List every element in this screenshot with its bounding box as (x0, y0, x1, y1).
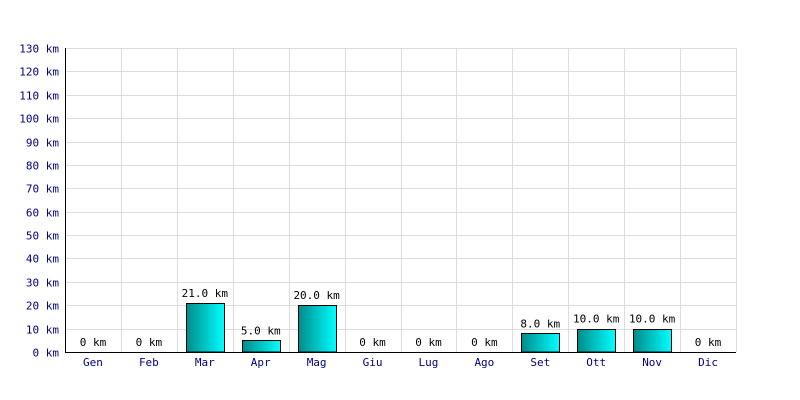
y-tick-label: 110 km (19, 90, 59, 103)
x-tick-label: Nov (642, 356, 662, 369)
data-label: 8.0 km (520, 317, 560, 330)
grid (65, 48, 737, 352)
bar-nov (633, 329, 672, 353)
data-label: 20.0 km (293, 289, 340, 302)
y-tick-label: 60 km (26, 207, 59, 220)
data-label: 0 km (415, 336, 442, 349)
bar-mag (298, 305, 337, 353)
data-label: 5.0 km (241, 324, 281, 337)
data-label: 0 km (359, 336, 386, 349)
x-tick-label: Ago (474, 356, 494, 369)
data-label: 21.0 km (182, 287, 229, 300)
y-tick-label: 120 km (19, 66, 59, 79)
data-label: 0 km (136, 336, 163, 349)
y-tick-label: 0 km (33, 347, 60, 360)
bar-set (521, 333, 560, 353)
y-tick-label: 10 km (26, 324, 59, 337)
y-tick-label: 50 km (26, 230, 59, 243)
x-tick-label: Gen (83, 356, 103, 369)
y-tick-label: 30 km (26, 277, 59, 290)
axes (65, 48, 736, 353)
bar-apr (242, 340, 281, 353)
x-tick-label: Ott (586, 356, 606, 369)
y-tick-label: 100 km (19, 113, 59, 126)
data-label: 10.0 km (573, 313, 620, 326)
labels: 0 km 10 km 20 km 30 km 40 km 50 km 60 km 70 km 8… (19, 43, 721, 370)
bars (186, 303, 672, 353)
bar-mar (186, 303, 225, 353)
y-tick-label: 90 km (26, 137, 59, 150)
x-tick-label: Lug (419, 356, 439, 369)
x-tick-label: Mar (195, 356, 215, 369)
x-tick-label: Giu (363, 356, 383, 369)
x-tick-label: Set (530, 356, 550, 369)
x-tick-label: Feb (139, 356, 159, 369)
data-label: 0 km (80, 336, 107, 349)
x-tick-label: Apr (251, 356, 271, 369)
x-tick-label: Dic (698, 356, 718, 369)
y-tick-label: 80 km (26, 160, 59, 173)
data-label: 0 km (471, 336, 498, 349)
y-tick-label: 130 km (19, 43, 59, 56)
y-tick-label: 40 km (26, 253, 59, 266)
y-tick-label: 20 km (26, 300, 59, 313)
bar-ott (577, 329, 616, 353)
data-label: 10.0 km (629, 313, 676, 326)
x-tick-label: Mag (307, 356, 327, 369)
y-tick-label: 70 km (26, 183, 59, 196)
data-label: 0 km (695, 336, 722, 349)
